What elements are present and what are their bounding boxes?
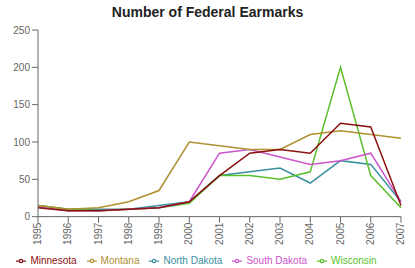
svg-text:2001: 2001 [214,222,225,245]
svg-text:250: 250 [13,25,30,36]
svg-text:2006: 2006 [365,222,376,245]
svg-text:2004: 2004 [304,222,315,245]
html-text:Minnesota: Minnesota [30,254,77,266]
svg-text:2005: 2005 [335,222,346,245]
svg-text:1998: 1998 [123,222,134,245]
html-text:Montana: Montana [100,254,140,266]
svg-text:1995: 1995 [32,222,43,245]
html-text:South Dakota: South Dakota [246,254,307,266]
html-text:Number of Federal Earmarks: Number of Federal Earmarks [111,4,304,20]
svg-text:2007: 2007 [395,222,406,245]
svg-text:1997: 1997 [93,222,104,245]
svg-text:50: 50 [19,174,31,185]
svg-text:2003: 2003 [274,222,285,245]
svg-text:2002: 2002 [244,222,255,245]
svg-text:0: 0 [24,211,30,222]
svg-text:2000: 2000 [183,222,194,245]
svg-text:150: 150 [13,99,30,110]
svg-text:200: 200 [13,62,30,73]
svg-text:1996: 1996 [62,222,73,245]
svg-text:100: 100 [13,137,30,148]
html-text:North Dakota: North Dakota [163,254,223,266]
html-text:Wisconsin: Wisconsin [331,254,377,266]
svg-text:1999: 1999 [153,222,164,245]
